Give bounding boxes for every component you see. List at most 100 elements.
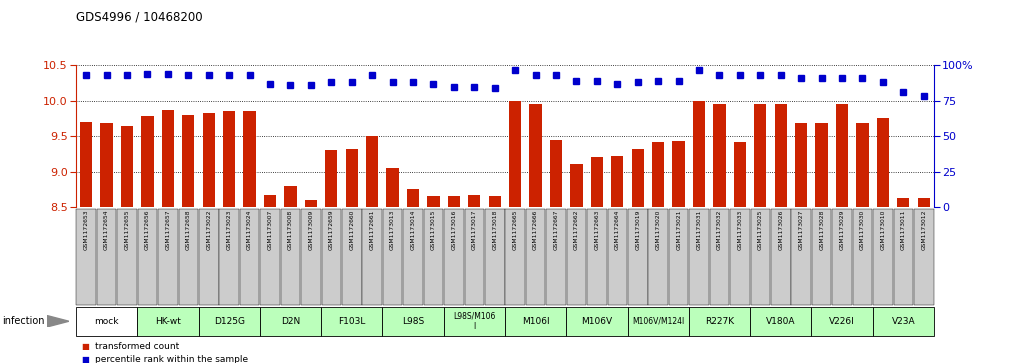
Text: GSM1172661: GSM1172661 xyxy=(370,210,375,250)
Text: V226I: V226I xyxy=(830,317,855,326)
Text: GSM1173018: GSM1173018 xyxy=(492,210,497,250)
Text: D2N: D2N xyxy=(281,317,300,326)
Text: ■: ■ xyxy=(81,342,89,351)
Bar xyxy=(305,200,317,207)
Bar xyxy=(203,114,215,207)
Bar xyxy=(345,149,358,207)
Text: GSM1173015: GSM1173015 xyxy=(431,210,436,250)
Bar xyxy=(366,136,378,207)
Text: GSM1172666: GSM1172666 xyxy=(533,210,538,250)
Text: GSM1172663: GSM1172663 xyxy=(595,210,600,250)
Text: GSM1173012: GSM1173012 xyxy=(921,210,926,250)
Text: GSM1173025: GSM1173025 xyxy=(758,210,763,250)
Text: GSM1173010: GSM1173010 xyxy=(880,210,885,250)
Text: V23A: V23A xyxy=(891,317,915,326)
Text: M106V: M106V xyxy=(581,317,613,326)
Bar xyxy=(182,115,194,207)
Text: GSM1173026: GSM1173026 xyxy=(778,210,783,250)
Bar xyxy=(877,118,889,207)
Bar xyxy=(448,196,460,207)
Text: GSM1173011: GSM1173011 xyxy=(901,210,906,250)
Text: GSM1173029: GSM1173029 xyxy=(840,210,845,250)
Bar xyxy=(488,196,500,207)
Text: GSM1172654: GSM1172654 xyxy=(104,210,109,250)
Bar xyxy=(162,110,174,207)
Text: GSM1173016: GSM1173016 xyxy=(452,210,457,250)
Text: GSM1173027: GSM1173027 xyxy=(798,210,803,250)
Text: GSM1173009: GSM1173009 xyxy=(308,210,313,250)
Bar xyxy=(468,195,480,207)
Text: GSM1173019: GSM1173019 xyxy=(635,210,640,250)
Bar xyxy=(223,111,235,207)
Bar xyxy=(733,142,746,207)
Bar xyxy=(427,196,440,207)
Text: GSM1173008: GSM1173008 xyxy=(288,210,293,250)
Text: GSM1173021: GSM1173021 xyxy=(676,210,681,250)
Text: D125G: D125G xyxy=(214,317,245,326)
Bar xyxy=(611,156,623,207)
Bar xyxy=(121,126,133,207)
Text: M106I: M106I xyxy=(522,317,549,326)
Text: GSM1173023: GSM1173023 xyxy=(227,210,232,250)
Bar xyxy=(591,158,603,207)
Text: infection: infection xyxy=(2,316,45,326)
Text: GSM1172662: GSM1172662 xyxy=(574,210,579,250)
Text: GSM1173032: GSM1173032 xyxy=(717,210,722,250)
Text: GSM1173017: GSM1173017 xyxy=(472,210,477,250)
Text: GSM1172660: GSM1172660 xyxy=(349,210,355,250)
Bar xyxy=(100,123,112,207)
Bar xyxy=(632,149,644,207)
Text: V180A: V180A xyxy=(766,317,795,326)
Text: GSM1172659: GSM1172659 xyxy=(329,210,334,250)
Bar xyxy=(407,188,419,207)
Bar xyxy=(387,168,399,207)
Text: GSM1173028: GSM1173028 xyxy=(820,210,825,250)
Text: GSM1172658: GSM1172658 xyxy=(185,210,190,250)
Bar xyxy=(795,123,807,207)
Text: F103L: F103L xyxy=(338,317,366,326)
Text: GSM1172657: GSM1172657 xyxy=(165,210,170,250)
Text: HK-wt: HK-wt xyxy=(155,317,181,326)
Bar xyxy=(142,116,154,207)
Text: GSM1173007: GSM1173007 xyxy=(267,210,272,250)
Text: GSM1172656: GSM1172656 xyxy=(145,210,150,250)
Bar xyxy=(775,104,787,207)
Text: GSM1173031: GSM1173031 xyxy=(697,210,702,250)
Text: GSM1173020: GSM1173020 xyxy=(655,210,660,250)
Bar xyxy=(285,185,297,207)
Text: GSM1172653: GSM1172653 xyxy=(84,210,89,250)
Text: R227K: R227K xyxy=(705,317,734,326)
Text: GDS4996 / 10468200: GDS4996 / 10468200 xyxy=(76,11,203,24)
Bar xyxy=(550,140,562,207)
Bar xyxy=(510,101,522,207)
Bar xyxy=(80,122,92,207)
Bar xyxy=(815,123,828,207)
Text: ■: ■ xyxy=(81,355,89,363)
Polygon shape xyxy=(47,315,69,327)
Text: GSM1172655: GSM1172655 xyxy=(125,210,130,250)
Text: GSM1173022: GSM1173022 xyxy=(207,210,212,250)
Bar xyxy=(673,141,685,207)
Bar xyxy=(264,195,277,207)
Text: L98S/M106
I: L98S/M106 I xyxy=(453,311,495,331)
Text: GSM1173024: GSM1173024 xyxy=(247,210,252,250)
Text: GSM1172664: GSM1172664 xyxy=(615,210,620,250)
Text: percentile rank within the sample: percentile rank within the sample xyxy=(95,355,248,363)
Text: GSM1173013: GSM1173013 xyxy=(390,210,395,250)
Bar xyxy=(755,104,767,207)
Bar xyxy=(918,199,930,207)
Text: GSM1173030: GSM1173030 xyxy=(860,210,865,250)
Text: GSM1172667: GSM1172667 xyxy=(553,210,558,250)
Bar xyxy=(530,104,542,207)
Text: L98S: L98S xyxy=(402,317,424,326)
Bar xyxy=(652,142,665,207)
Bar xyxy=(325,150,337,207)
Text: mock: mock xyxy=(94,317,119,326)
Bar xyxy=(898,199,910,207)
Bar xyxy=(856,123,868,207)
Text: GSM1173033: GSM1173033 xyxy=(737,210,743,250)
Bar xyxy=(713,104,725,207)
Bar xyxy=(243,111,255,207)
Text: transformed count: transformed count xyxy=(95,342,179,351)
Text: M106V/M124I: M106V/M124I xyxy=(632,317,685,326)
